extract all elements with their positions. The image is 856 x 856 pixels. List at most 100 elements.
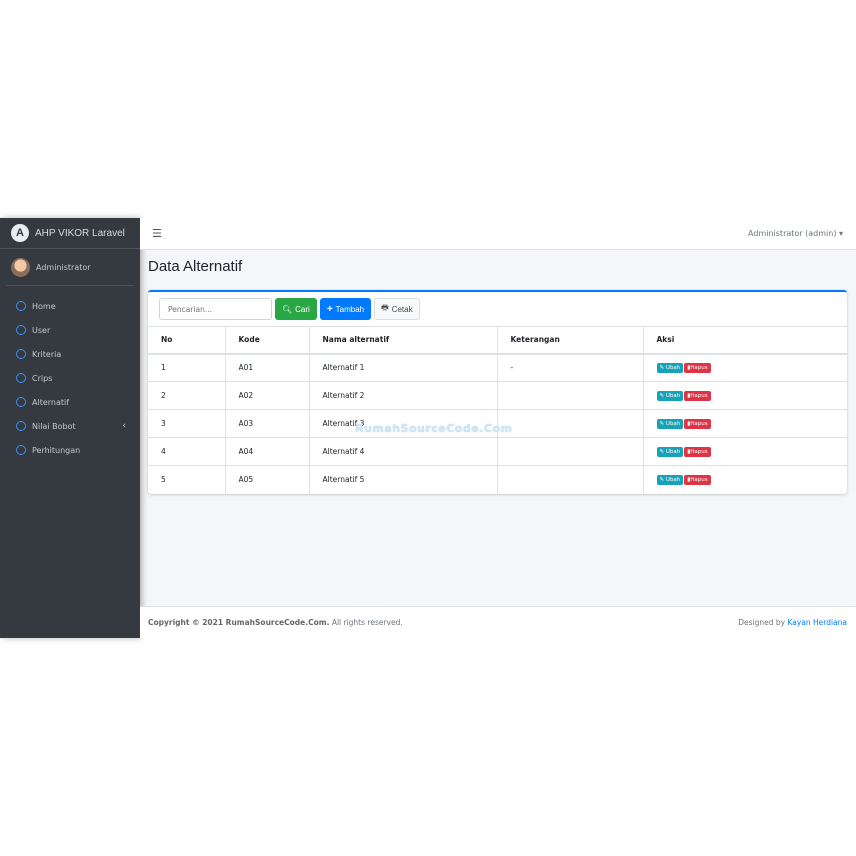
sidebar-item-label: Crips xyxy=(32,373,53,383)
column-header: No xyxy=(148,326,226,355)
print-button-label: Cetak xyxy=(391,304,413,314)
table-cell: 1 xyxy=(148,353,226,382)
brand-title: AHP VIKOR Laravel xyxy=(35,227,125,239)
delete-button[interactable]: ▮Hapus xyxy=(684,475,711,486)
table-cell: 5 xyxy=(148,465,226,494)
footer: Copyright © 2021 RumahSourceCode.Com. Al… xyxy=(140,606,856,638)
table-header: No Kode Nama alternatif Keterangan Aksi xyxy=(148,326,847,355)
navbar: ☰ Administrator (admin) ▾ xyxy=(140,218,856,250)
add-button[interactable]: + Tambah xyxy=(319,298,372,320)
table-cell xyxy=(497,465,644,494)
edit-button[interactable]: ✎ Ubah xyxy=(656,391,684,401)
sidebar-item-label: Perhitungan xyxy=(32,445,81,455)
table-row: 2 A02 Alternatif 2 ✎ Ubah ▮Hapus xyxy=(148,381,847,410)
delete-label: Hapus xyxy=(690,449,708,455)
rights-text: All rights reserved. xyxy=(331,618,403,627)
trash-icon: ▮ xyxy=(687,421,691,427)
table-cell: Alternatif 5 xyxy=(309,465,498,494)
circle-icon xyxy=(16,445,26,455)
table-row: 1 A01 Alternatif 1- ✎ Ubah ▮Hapus xyxy=(148,353,847,382)
column-header: Nama alternatif xyxy=(309,326,498,355)
circle-icon xyxy=(16,349,26,359)
table-row: 3 A03 Alternatif 3 ✎ Ubah ▮Hapus xyxy=(148,409,847,438)
table-cell: Alternatif 3 xyxy=(309,409,498,438)
user-menu-dropdown[interactable]: Administrator (admin) ▾ xyxy=(748,229,843,238)
delete-button[interactable]: ▮Hapus xyxy=(684,363,711,374)
edit-button[interactable]: ✎ Ubah xyxy=(656,419,684,429)
trash-icon: ▮ xyxy=(687,477,691,484)
sidebar-nav: Home User Kriteria Crips Alternatif Nilai Bob… xyxy=(0,286,140,462)
user-menu-label: Administrator (admin) xyxy=(748,229,837,238)
table-cell: 3 xyxy=(148,409,226,438)
table-row: 4 A04 Alternatif 4 ✎ Ubah ▮Hapus xyxy=(148,437,847,466)
edit-button[interactable]: ✎ Ubah xyxy=(656,363,684,374)
table-cell: A05 xyxy=(225,465,310,494)
sidebar-item-crips[interactable]: Crips xyxy=(0,366,140,390)
circle-icon xyxy=(16,325,26,335)
table-cell: A03 xyxy=(225,409,310,438)
sidebar-item-home[interactable]: Home xyxy=(0,294,140,318)
print-button[interactable]: 🖶 Cetak xyxy=(374,298,420,320)
table-cell xyxy=(497,409,644,438)
column-header: Keterangan xyxy=(497,326,644,355)
edit-icon: ✎ xyxy=(659,393,665,399)
delete-button[interactable]: ▮Hapus xyxy=(684,419,711,429)
edit-button[interactable]: ✎ Ubah xyxy=(656,447,684,457)
edit-icon: ✎ xyxy=(659,477,665,484)
delete-label: Hapus xyxy=(690,421,708,427)
sidebar-item-user[interactable]: User xyxy=(0,318,140,342)
chevron-left-icon: ‹ xyxy=(122,421,126,431)
copyright-text: Copyright © 2021 RumahSourceCode.Com. xyxy=(148,618,330,627)
toolbar: 🔍︎Cari +Tambah 🖶Cetak xyxy=(159,298,420,320)
search-input[interactable] xyxy=(159,298,272,320)
sidebar-item-kriteria[interactable]: Kriteria xyxy=(0,342,140,366)
table-cell: 2 xyxy=(148,381,226,410)
delete-label: Hapus xyxy=(690,393,708,399)
table-cell: 4 xyxy=(148,437,226,466)
search-button[interactable]: 🔍︎ Cari xyxy=(275,298,317,320)
edit-icon: ✎ xyxy=(659,421,665,427)
author-link[interactable]: Kayan Herdiana xyxy=(787,618,847,627)
delete-button[interactable]: ▮Hapus xyxy=(684,447,711,457)
search-button-label: Cari xyxy=(295,304,310,314)
brand-logo: A xyxy=(11,224,29,242)
sidebar-item-nilai-bobot[interactable]: Nilai Bobot ‹ xyxy=(0,414,140,438)
sidebar-item-label: Home xyxy=(32,301,56,311)
edit-label: Ubah xyxy=(665,393,681,399)
trash-icon: ▮ xyxy=(687,365,691,372)
actions-cell: ✎ Ubah ▮Hapus xyxy=(643,353,847,382)
circle-icon xyxy=(16,421,26,431)
sidebar-item-label: Alternatif xyxy=(32,397,70,407)
search-icon: 🔍︎ xyxy=(282,304,293,314)
edit-icon: ✎ xyxy=(659,449,665,455)
avatar xyxy=(11,257,30,277)
brand-link[interactable]: A AHP VIKOR Laravel xyxy=(0,218,140,249)
plus-icon: + xyxy=(326,303,333,315)
edit-label: Ubah xyxy=(665,477,681,484)
table-cell: A04 xyxy=(225,437,310,466)
sidebar-item-label: Nilai Bobot xyxy=(32,421,76,431)
app: A AHP VIKOR Laravel Administrator Home Us… xyxy=(0,218,856,638)
credits: Designed by Kayan Herdiana xyxy=(738,618,847,627)
column-header: Aksi xyxy=(643,326,847,355)
edit-icon: ✎ xyxy=(659,365,665,372)
print-icon: 🖶 xyxy=(381,303,389,312)
alternatives-table: No Kode Nama alternatif Keterangan Aksi 1 A01… xyxy=(148,326,847,494)
circle-icon xyxy=(16,373,26,383)
edit-label: Ubah xyxy=(665,421,681,427)
sidebar-item-alternatif[interactable]: Alternatif xyxy=(0,390,140,414)
sidebar-item-perhitungan[interactable]: Perhitungan xyxy=(0,438,140,462)
user-panel[interactable]: Administrator xyxy=(6,249,134,286)
edit-button[interactable]: ✎ Ubah xyxy=(656,475,684,486)
table-cell: Alternatif 1 xyxy=(309,353,498,382)
delete-button[interactable]: ▮Hapus xyxy=(684,391,711,401)
trash-icon: ▮ xyxy=(687,449,691,455)
trash-icon: ▮ xyxy=(687,393,691,399)
table-cell: - xyxy=(497,353,644,382)
edit-label: Ubah xyxy=(665,365,681,372)
actions-cell: ✎ Ubah ▮Hapus xyxy=(643,465,847,494)
table-row: 5 A05 Alternatif 5 ✎ Ubah ▮Hapus xyxy=(148,465,847,494)
add-button-label: Tambah xyxy=(335,304,365,314)
bars-icon[interactable]: ☰ xyxy=(152,227,162,240)
